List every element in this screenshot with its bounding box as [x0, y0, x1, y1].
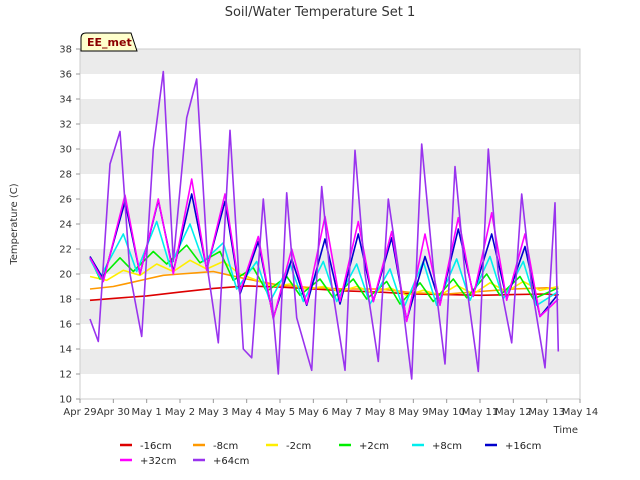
y-tick-label: 10 — [59, 395, 72, 406]
x-tick-label: May 3 — [198, 407, 228, 418]
x-tick-label: May 1 — [132, 407, 162, 418]
series-line-+64cm — [89, 70, 560, 380]
x-tick-label: May 14 — [562, 407, 599, 418]
grid-band — [80, 149, 580, 174]
grid-bands — [80, 49, 580, 374]
badge-box — [80, 32, 138, 52]
x-tick-label: May 5 — [265, 407, 295, 418]
x-tick-label: May 4 — [232, 407, 262, 418]
grid-band — [80, 199, 580, 224]
legend-label: -2cm — [286, 441, 311, 452]
x-tick-label: May 13 — [528, 407, 565, 418]
y-tick-label: 18 — [59, 295, 72, 306]
x-tick-label: May 10 — [428, 407, 465, 418]
x-tick-label: May 9 — [398, 407, 428, 418]
x-tick-label: May 11 — [462, 407, 499, 418]
x-tick-label: May 2 — [165, 407, 195, 418]
y-tick-label: 14 — [59, 345, 72, 356]
y-tick-label: 20 — [59, 270, 72, 281]
y-tick-label: 38 — [59, 45, 72, 56]
y-tick-label: 24 — [59, 220, 72, 231]
y-tick-label: 28 — [59, 170, 72, 181]
x-tick-label: Apr 29 — [63, 407, 96, 418]
x-tick-label: Apr 30 — [97, 407, 130, 418]
grid-band — [80, 99, 580, 124]
legend-label: +8cm — [432, 441, 462, 452]
y-tick-label: 32 — [59, 120, 72, 131]
legend-label: +2cm — [359, 441, 389, 452]
legend-label: -16cm — [140, 441, 172, 452]
series-line-+2cm — [89, 244, 559, 305]
x-tick-label: May 8 — [365, 407, 395, 418]
y-axis-label: Temperature (C) — [9, 183, 20, 265]
legend: -16cm -8cm -2cm +2cm +8cm +16cm +32cm +64cm — [120, 441, 541, 467]
y-axis-ticks: 10 12 14 16 18 20 22 24 26 28 30 32 34 36 38 — [59, 45, 80, 406]
x-tick-label: May 6 — [298, 407, 328, 418]
y-tick-label: 36 — [59, 70, 72, 81]
y-tick-label: 34 — [59, 95, 72, 106]
chart-title: Soil/Water Temperature Set 1 — [225, 5, 416, 20]
legend-label: -8cm — [213, 441, 238, 452]
x-tick-label: May 7 — [332, 407, 362, 418]
station-badge: EE_met — [80, 32, 138, 52]
legend-label: +64cm — [213, 456, 249, 467]
series-line--2cm — [89, 259, 559, 297]
grid-band — [80, 299, 580, 324]
grid-band — [80, 49, 580, 74]
x-axis-label: Time — [553, 425, 578, 436]
x-tick-label: May 12 — [495, 407, 532, 418]
badge-label: EE_met — [87, 36, 132, 49]
legend-label: +16cm — [505, 441, 541, 452]
y-tick-label: 22 — [59, 245, 72, 256]
series-line--16cm — [89, 285, 559, 302]
series-layer — [89, 70, 560, 380]
x-axis-ticks: Apr 29 Apr 30 May 1 May 2 May 3 May 4 May 5 May… — [63, 399, 598, 418]
y-tick-label: 12 — [59, 370, 72, 381]
grid-band — [80, 349, 580, 374]
y-tick-label: 16 — [59, 320, 72, 331]
y-tick-label: 30 — [59, 145, 72, 156]
y-tick-label: 26 — [59, 195, 72, 206]
legend-label: +32cm — [140, 456, 176, 467]
